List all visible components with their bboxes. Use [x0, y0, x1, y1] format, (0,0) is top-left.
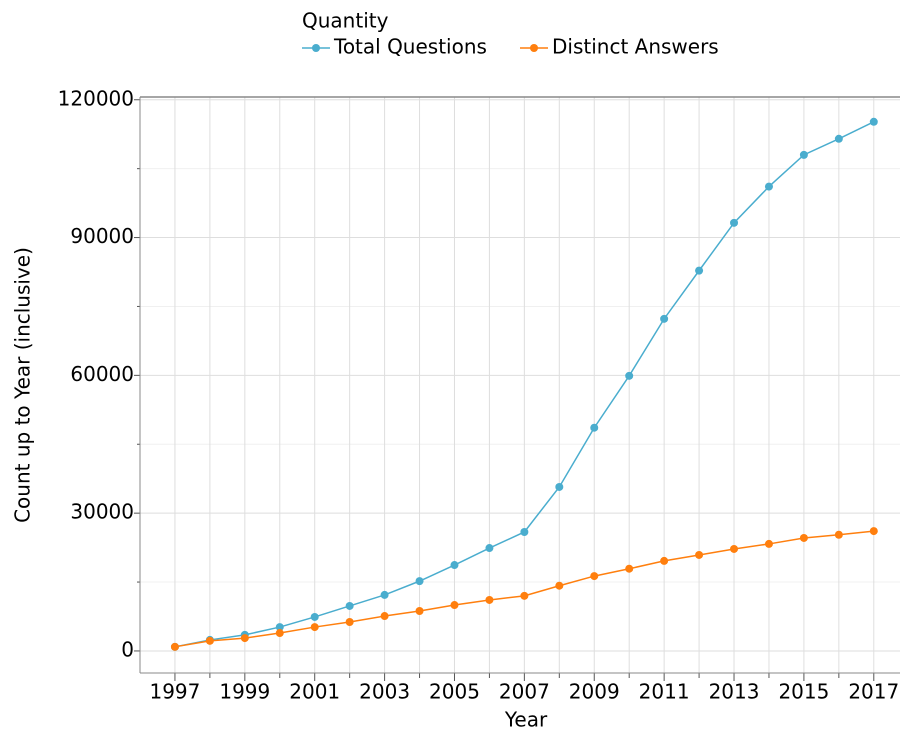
x-tick-label: 2011: [639, 680, 690, 704]
x-tick-label: 2017: [848, 680, 899, 704]
data-point: [380, 590, 389, 599]
data-point: [869, 527, 878, 536]
legend-label: Total Questions: [333, 35, 487, 59]
data-point: [764, 182, 773, 191]
data-point: [764, 539, 773, 548]
data-point: [450, 601, 459, 610]
data-point: [485, 595, 494, 604]
data-point: [415, 577, 424, 586]
data-point: [660, 556, 669, 565]
x-tick-label: 2003: [359, 680, 410, 704]
data-point: [555, 482, 564, 491]
data-point: [730, 544, 739, 553]
data-point: [799, 533, 808, 542]
data-point: [625, 371, 634, 380]
data-point: [625, 564, 634, 573]
data-point: [275, 629, 284, 638]
data-point: [310, 612, 319, 621]
x-tick-label: 2009: [569, 680, 620, 704]
data-point: [240, 634, 249, 643]
data-point: [590, 572, 599, 581]
data-point: [520, 591, 529, 600]
legend-title: Quantity: [302, 9, 389, 33]
y-tick-label: 90000: [70, 224, 134, 248]
data-point: [730, 218, 739, 227]
data-point: [275, 623, 284, 632]
data-point: [485, 544, 494, 553]
y-tick-label: 120000: [58, 86, 134, 110]
y-tick-label: 0: [121, 637, 134, 661]
y-axis-label: Count up to Year (inclusive): [11, 247, 35, 523]
data-point: [590, 423, 599, 432]
data-point: [799, 150, 808, 159]
data-point: [170, 642, 179, 651]
x-tick-label: 1997: [149, 680, 200, 704]
legend-marker: [530, 44, 538, 52]
x-tick-label: 2007: [499, 680, 550, 704]
x-tick-label: 2013: [709, 680, 760, 704]
x-tick-label: 1999: [219, 680, 270, 704]
data-point: [695, 266, 704, 275]
data-point: [345, 618, 354, 627]
data-point: [660, 314, 669, 323]
y-tick-label: 30000: [70, 500, 134, 524]
data-point: [834, 530, 843, 539]
x-tick-label: 2005: [429, 680, 480, 704]
y-tick-label: 60000: [70, 362, 134, 386]
data-point: [695, 550, 704, 559]
data-point: [205, 636, 214, 645]
data-point: [380, 612, 389, 621]
legend-marker: [312, 44, 320, 52]
legend-label: Distinct Answers: [552, 35, 719, 59]
x-tick-label: 2001: [289, 680, 340, 704]
data-point: [834, 134, 843, 143]
data-point: [345, 601, 354, 610]
data-point: [869, 117, 878, 126]
x-axis-label: Year: [504, 708, 548, 732]
data-point: [520, 527, 529, 536]
data-point: [450, 561, 459, 570]
x-tick-label: 2015: [778, 680, 829, 704]
data-point: [415, 606, 424, 615]
data-point: [310, 623, 319, 632]
data-point: [555, 581, 564, 590]
